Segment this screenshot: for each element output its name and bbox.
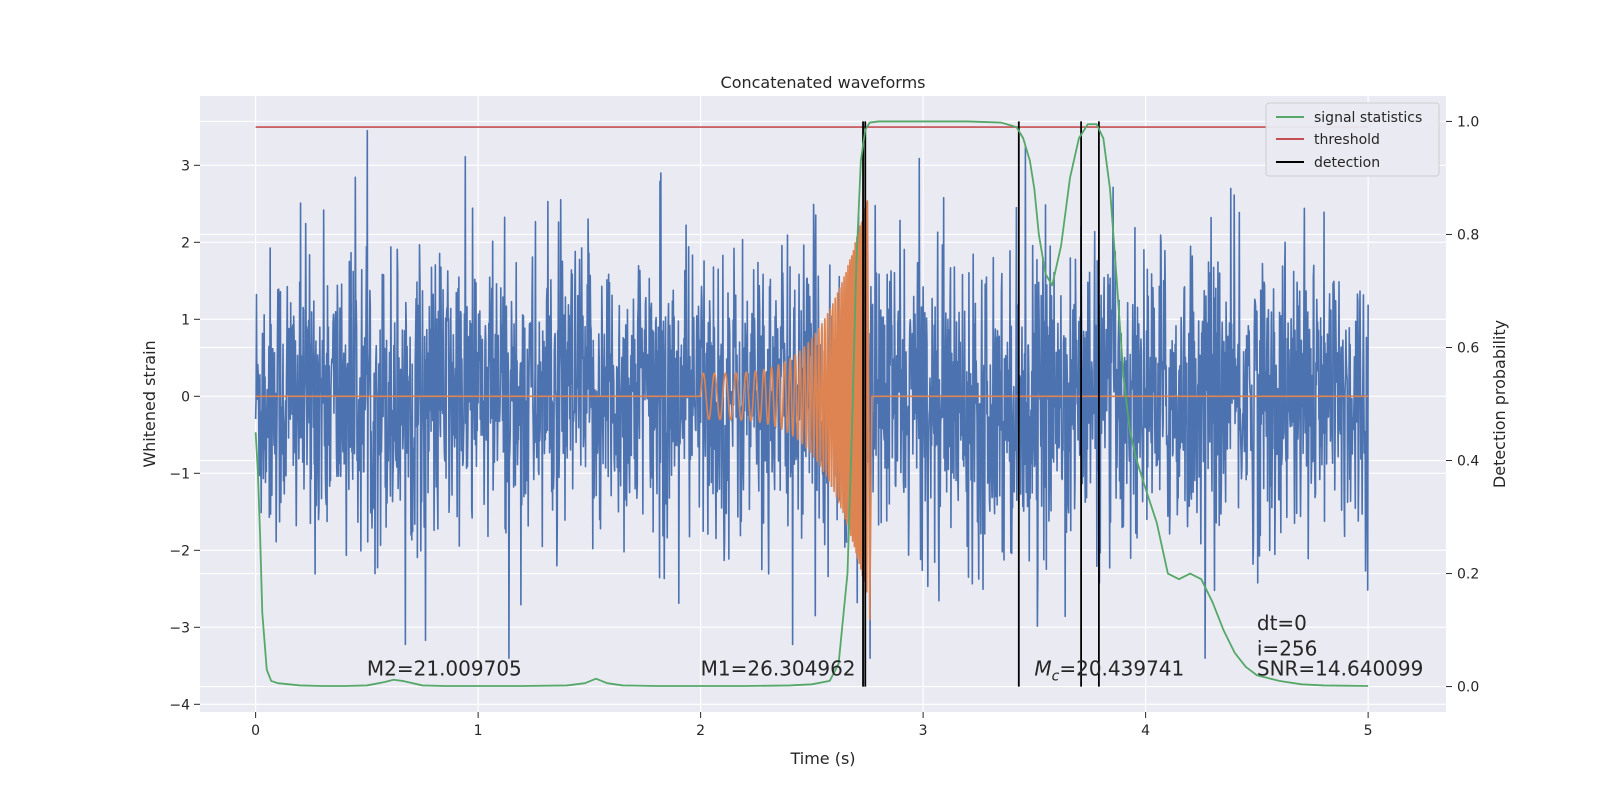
template-series	[255, 199, 1369, 621]
y2-tick-label: 0.2	[1457, 567, 1479, 583]
annotation-text: Mc=20.439741	[1034, 656, 1184, 684]
axis-ticks: 0 1 2 3 4 5 −4 −3 −2 −1 0 1 2 3 0.0 0.2 0.4 0.6 0.8 1.0	[169, 114, 1479, 739]
legend-label-threshold: threshold	[1314, 132, 1380, 148]
y2-tick-label: 1.0	[1457, 114, 1479, 130]
x-tick-label: 5	[1364, 723, 1373, 739]
annotation-text: SNR=14.640099	[1257, 656, 1423, 680]
y-axis-label: Whitened strain	[140, 340, 159, 467]
y2-tick-label: 0.0	[1457, 680, 1479, 696]
y-tick-label: −1	[169, 466, 190, 482]
chart-title: Concatenated waveforms	[721, 73, 926, 92]
y2-tick-label: 0.4	[1457, 454, 1479, 470]
annotation-text: M1=26.304962	[701, 656, 856, 680]
legend-label-detection: detection	[1314, 155, 1380, 171]
y-tick-label: −3	[169, 620, 190, 636]
y-tick-label: −4	[169, 697, 190, 713]
annotations: M2=21.009705 M1=26.304962 Mc=20.439741 dt=0…	[367, 611, 1423, 684]
x-tick-label: 2	[696, 723, 705, 739]
annotation-text: M2=21.009705	[367, 656, 522, 680]
y-tick-label: 2	[181, 235, 190, 251]
y-tick-label: −2	[169, 543, 190, 559]
y-tick-label: 1	[181, 312, 190, 328]
x-tick-label: 4	[1141, 723, 1150, 739]
annotation-text: dt=0	[1257, 611, 1307, 635]
x-tick-label: 1	[474, 723, 483, 739]
y2-tick-label: 0.6	[1457, 340, 1479, 356]
x-tick-label: 3	[919, 723, 928, 739]
detection-series	[862, 121, 1100, 687]
signal-statistics-line	[254, 120, 1369, 687]
legend: signal statistics threshold detection	[1265, 102, 1440, 177]
annotation-text: i=256	[1257, 636, 1318, 660]
y2-tick-label: 0.8	[1457, 227, 1479, 243]
y2-axis-label: Detection probability	[1490, 320, 1509, 488]
x-axis-label: Time (s)	[789, 749, 855, 768]
x-tick-label: 0	[251, 723, 260, 739]
template-line	[255, 199, 1369, 621]
y-tick-label: 3	[181, 158, 190, 174]
y-tick-label: 0	[181, 389, 190, 405]
legend-box	[1265, 102, 1440, 177]
signal-statistics-series	[254, 120, 1369, 687]
legend-label-signal-statistics: signal statistics	[1314, 110, 1422, 126]
